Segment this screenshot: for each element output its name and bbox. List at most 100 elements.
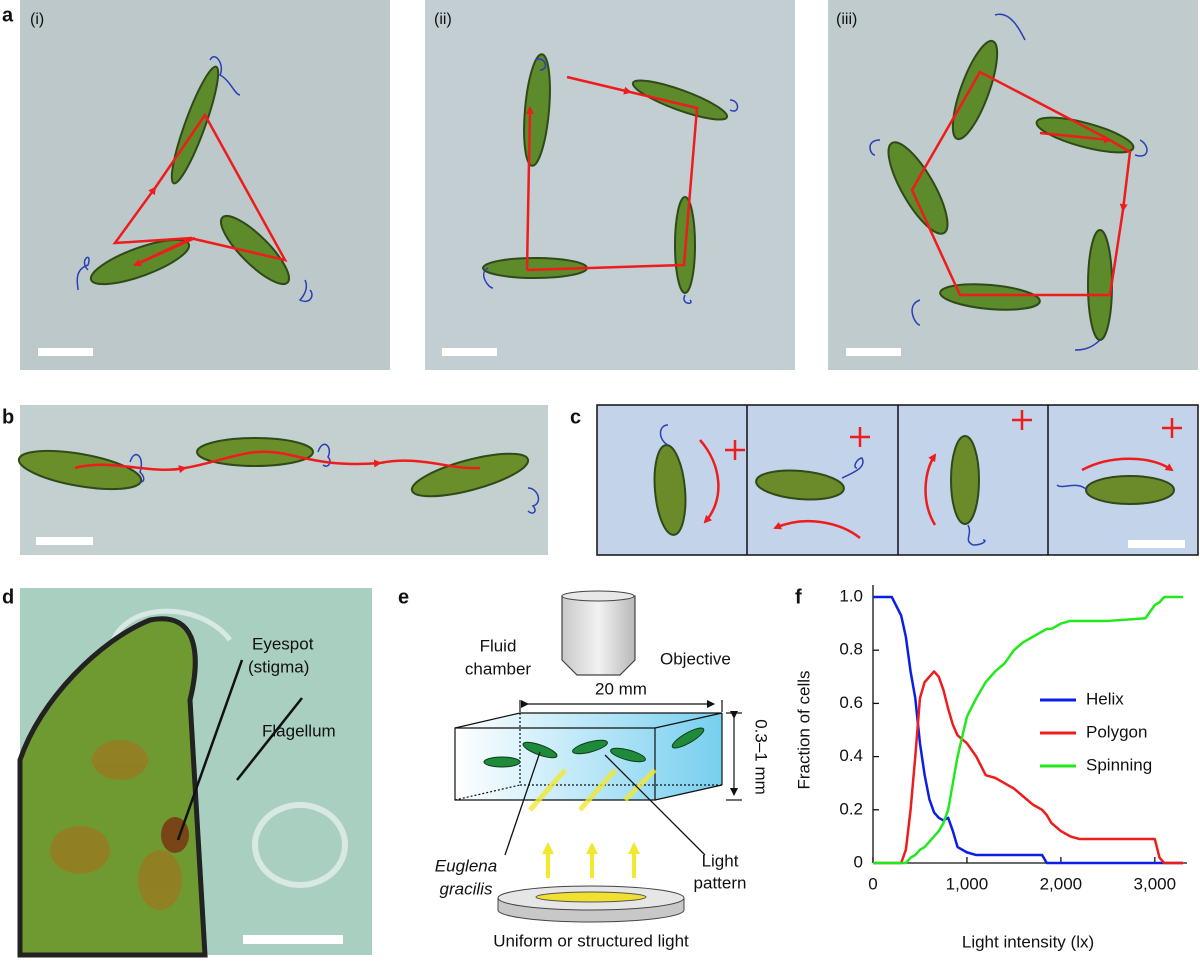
micrograph-d-shape-shape	[50, 826, 110, 874]
micrograph-a-shape-shape	[729, 99, 739, 112]
annotation: Eyespot	[252, 634, 314, 653]
series-line	[873, 670, 1183, 865]
micrograph-d-shape	[107, 608, 232, 651]
setup-diagram-shape-shape	[504, 751, 541, 856]
micrograph-a-shape-shape	[939, 283, 1041, 311]
micrograph-a-shape-shape	[526, 90, 699, 272]
chart: 0 0.2 0.4 0.6 0.8 1.0 0 1,000 2,000 3,000 Light in…	[794, 585, 1187, 951]
panel-label: b	[2, 406, 14, 428]
panel-label: c	[570, 406, 581, 428]
micrograph-d-shape-shape	[176, 659, 244, 841]
micrograph-d-shape	[252, 802, 348, 888]
y-axis-label: Fraction of cells	[794, 670, 813, 789]
micrograph-d-shape	[243, 935, 343, 944]
micrograph-c-shape	[653, 435, 1175, 536]
setup-diagram-shape	[535, 891, 647, 903]
micrograph-a-shape-shape	[566, 75, 632, 95]
setup-diagram-shape-shape	[522, 741, 558, 759]
setup-diagram-shape-shape	[528, 768, 567, 812]
micrograph-a-shape-shape	[220, 215, 290, 285]
micrograph-a-shape-shape	[76, 256, 90, 291]
micrograph-c-shape-shape	[967, 524, 986, 546]
setup-diagram-shape	[519, 700, 742, 801]
micrograph-c-shape-shape	[659, 424, 669, 446]
micrograph-c-shape	[699, 410, 1182, 539]
micrograph-a-shape-shape	[1087, 229, 1113, 341]
micrograph-c-shape-shape	[755, 469, 845, 501]
setup-diagram	[454, 590, 742, 923]
micrograph-a-shape	[425, 0, 795, 370]
micrograph-c-shape-shape	[1012, 410, 1032, 430]
micrograph-a-shape-shape	[631, 79, 729, 121]
micrograph-a-shape-shape	[846, 348, 901, 356]
panel-label: a	[2, 4, 14, 26]
x-tick-label: 0	[868, 874, 877, 893]
micrograph-d	[17, 588, 372, 958]
micrograph-a-shape-shape	[483, 267, 494, 289]
micrograph-c-shape-shape	[924, 453, 937, 526]
panel-label: f	[795, 586, 802, 608]
setup-diagram-shape	[542, 842, 640, 878]
micrograph-a-shape-shape	[298, 279, 313, 302]
micrograph-a-shape-shape	[887, 141, 949, 235]
micrograph-a-shape-shape	[951, 39, 999, 141]
subpanel-label: (i)	[30, 11, 44, 28]
micrograph-c-shape-shape	[950, 435, 980, 525]
micrograph-a-shape-shape	[1039, 131, 1112, 144]
y-tick-label: 1.0	[839, 586, 863, 605]
annotation: Light	[702, 851, 739, 870]
micrograph-a-shape-shape	[525, 106, 534, 271]
setup-diagram-shape	[561, 590, 635, 602]
micrograph-c	[596, 404, 1199, 556]
micrograph-a-shape-shape	[1035, 116, 1135, 154]
micrograph-a-shape-shape	[442, 348, 497, 356]
y-tick-label: 0.4	[839, 746, 863, 765]
micrograph-a-shape-shape	[683, 294, 692, 305]
dimension-label: 20 mm	[595, 679, 647, 698]
micrograph-d-shape-shape	[138, 850, 182, 910]
micrograph-a-shape-shape	[911, 299, 921, 326]
setup-diagram-shape-shape	[454, 784, 521, 801]
legend-label: Polygon	[1086, 722, 1147, 741]
annotation: Flagellum	[262, 721, 336, 740]
micrograph-b-shape	[379, 459, 481, 470]
y-tick-label: 0.8	[839, 640, 863, 659]
y-tick-label: 0	[854, 852, 863, 871]
micrograph-a-shape-shape	[1074, 339, 1101, 351]
micrograph-c-shape-shape	[1056, 484, 1088, 491]
micrograph-a-shape-shape	[133, 236, 196, 267]
micrograph-c-shape	[659, 424, 1088, 546]
setup-diagram-shape-shape	[654, 784, 723, 801]
x-tick-label: 3,000	[1134, 874, 1177, 893]
micrograph-b-shape	[129, 443, 540, 514]
annotation: chamber	[465, 659, 531, 678]
micrograph-c-shape-shape	[773, 520, 861, 539]
setup-diagram-shape	[483, 727, 705, 768]
micrograph-b-shape-shape	[129, 453, 145, 483]
setup-diagram-shape-shape	[610, 747, 646, 763]
micrograph-c-shape	[1128, 540, 1185, 548]
setup-diagram-shape-shape	[454, 712, 723, 729]
micrograph-c-shape-shape	[841, 457, 864, 479]
micrograph-a-shape	[20, 0, 390, 370]
setup-diagram-shape-shape	[483, 756, 521, 768]
setup-diagram-shape-shape	[578, 768, 617, 812]
series-line	[873, 595, 1183, 865]
annotation: Uniform or structured light	[493, 931, 689, 950]
setup-diagram-shape	[561, 595, 636, 676]
series-line	[873, 595, 1183, 865]
micrograph-b	[17, 405, 548, 555]
panel-label: e	[398, 586, 409, 608]
annotation: Fluid	[480, 636, 517, 655]
micrograph-c-shape-shape	[1162, 418, 1182, 438]
micrograph-d-shape	[176, 659, 303, 841]
micrograph-a-shape	[38, 348, 901, 356]
x-tick-label: 1,000	[946, 874, 989, 893]
micrograph-a-shape-shape	[38, 348, 93, 356]
setup-diagram-shape-shape	[623, 768, 657, 802]
setup-diagram-shape	[528, 768, 657, 812]
micrograph-c-shape	[746, 405, 1049, 555]
micrograph-a-shape-shape	[209, 55, 241, 96]
